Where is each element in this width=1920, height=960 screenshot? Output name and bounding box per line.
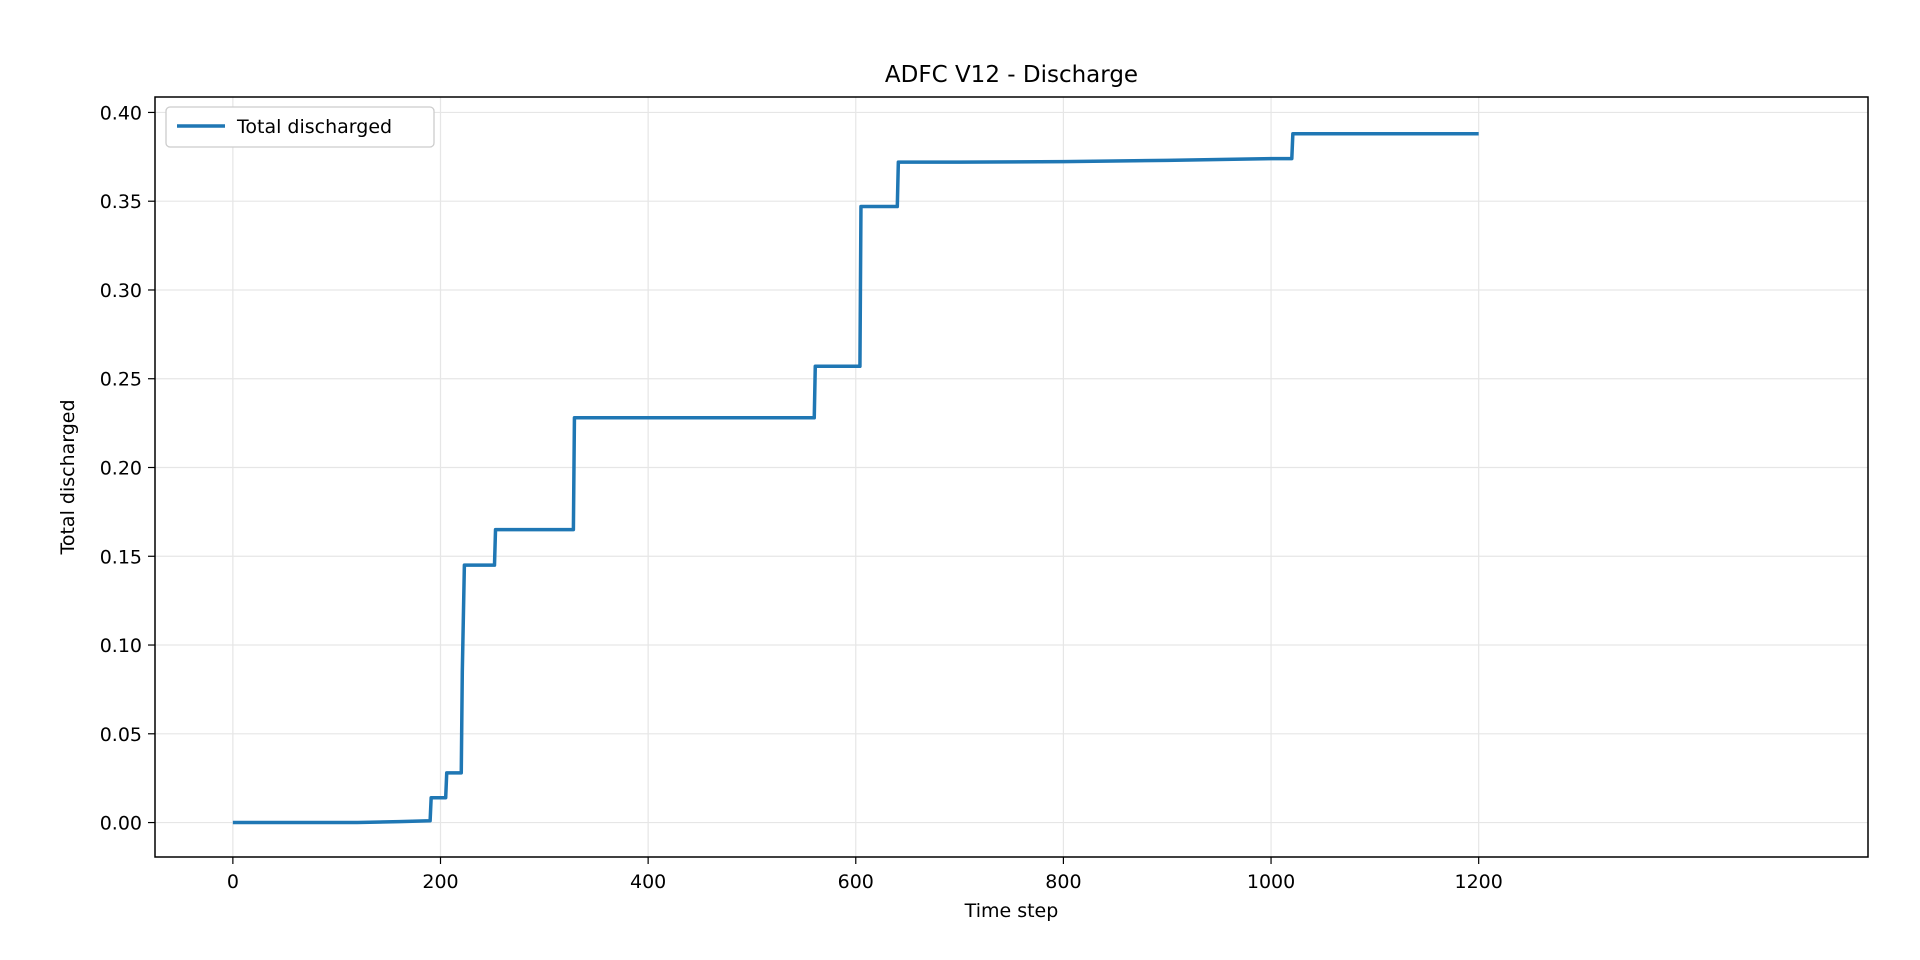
y-tick-label: 0.00 (100, 813, 142, 835)
y-axis-label: Total discharged (57, 399, 79, 555)
x-tick-label: 400 (630, 871, 666, 893)
y-tick-label: 0.40 (100, 102, 142, 124)
x-axis-ticks: 0 200 400 600 800 1000 1200 (227, 857, 1503, 893)
grid (155, 97, 1868, 857)
x-axis-label: Time step (964, 900, 1059, 922)
y-axis-ticks: 0.00 0.05 0.10 0.15 0.20 0.25 0.30 0.35 0.40 (100, 102, 155, 835)
chart-title: ADFC V12 - Discharge (885, 62, 1138, 88)
series-layer (232, 132, 1479, 825)
x-tick-label: 800 (1045, 871, 1081, 893)
y-tick-label: 0.30 (100, 280, 142, 302)
x-tick-label: 600 (838, 871, 874, 893)
legend-label: Total discharged (236, 116, 392, 138)
y-tick-label: 0.25 (100, 369, 142, 391)
y-tick-label: 0.20 (100, 458, 142, 480)
x-tick-label: 0 (227, 871, 239, 893)
y-tick-label: 0.15 (100, 546, 142, 568)
legend-box (165, 106, 435, 148)
series-line-0 (232, 132, 1479, 825)
y-tick-label: 0.10 (100, 635, 142, 657)
y-tick-label: 0.05 (100, 724, 142, 746)
legend: Total discharged (165, 106, 435, 148)
plot-frame (154, 96, 1869, 858)
x-tick-label: 1200 (1455, 871, 1503, 893)
x-tick-label: 200 (422, 871, 458, 893)
y-tick-label: 0.35 (100, 191, 142, 213)
x-tick-label: 1000 (1247, 871, 1295, 893)
